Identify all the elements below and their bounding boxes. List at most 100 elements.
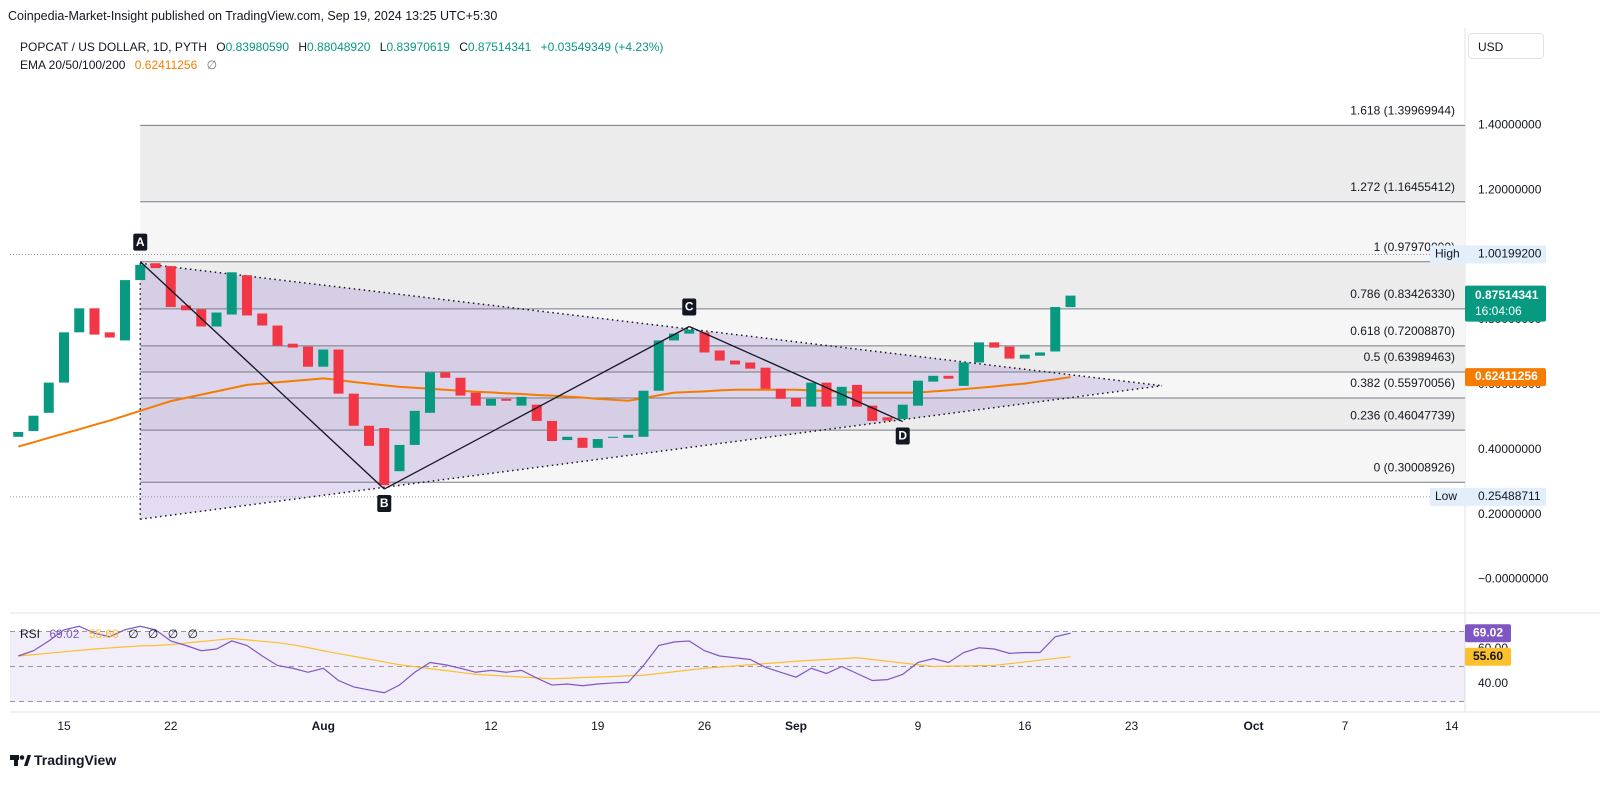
x-tick-label: 7 bbox=[1342, 719, 1349, 733]
pattern-leg bbox=[139, 261, 385, 490]
x-tick-label: 19 bbox=[591, 719, 605, 733]
candle-body bbox=[623, 434, 634, 438]
candle-body bbox=[1004, 346, 1015, 359]
logo bbox=[10, 755, 31, 766]
fib-band bbox=[140, 261, 1465, 309]
readout-key: H bbox=[298, 40, 308, 54]
candle-body bbox=[74, 308, 85, 333]
symbol: POPCAT / US DOLLAR, 1D, PYTH bbox=[20, 40, 207, 54]
pattern-leg bbox=[383, 325, 690, 490]
pattern-label: A bbox=[136, 235, 145, 249]
x-tick-label: 22 bbox=[164, 719, 178, 733]
candle-body bbox=[43, 382, 54, 413]
candle-body bbox=[318, 349, 329, 367]
fib-label: 0.382 (0.55970056) bbox=[1350, 376, 1455, 390]
low-box bbox=[1430, 487, 1546, 506]
x-tick-label: 15 bbox=[57, 719, 71, 733]
fib-band bbox=[140, 430, 1465, 483]
fib-label: 0.5 (0.63989463) bbox=[1364, 350, 1455, 364]
fib-label: 0 (0.30008926) bbox=[1374, 460, 1455, 474]
rsi-band bbox=[10, 631, 1465, 702]
candle-body bbox=[989, 342, 1000, 348]
indicator-extra: ∅ bbox=[187, 627, 198, 641]
x-tick-label: 23 bbox=[1125, 719, 1139, 733]
candle-body bbox=[547, 420, 557, 442]
candle-body bbox=[150, 263, 161, 269]
rsi-legend: RSI 69.02 55.60 ∅ ∅ ∅ ∅ bbox=[20, 627, 204, 641]
fib-label: 1.272 (1.16455412) bbox=[1350, 180, 1455, 194]
y-tick-label: 0.20000000 bbox=[1478, 507, 1542, 521]
main-pane: 1.618 (1.39969944)1.272 (1.16455412)1 (0… bbox=[10, 104, 1465, 520]
candle-body bbox=[897, 404, 908, 419]
pattern-marker bbox=[895, 427, 910, 445]
candle-body bbox=[669, 333, 679, 341]
candle-body bbox=[226, 272, 237, 315]
candle-body bbox=[806, 382, 817, 407]
candle-body bbox=[608, 436, 618, 438]
candle-body bbox=[836, 386, 847, 406]
x-tick-label: 12 bbox=[484, 719, 498, 733]
indicator-value: 0.62411256 bbox=[134, 58, 198, 72]
currency-button[interactable]: USD bbox=[1468, 33, 1544, 59]
candle-body bbox=[699, 332, 710, 353]
fib-label: 0.236 (0.46047739) bbox=[1350, 408, 1455, 422]
candle-body bbox=[89, 308, 100, 335]
candle-body bbox=[653, 340, 664, 391]
high-name: High bbox=[1435, 247, 1460, 261]
indicator-value: 55.60 bbox=[88, 627, 119, 641]
pattern-label: B bbox=[380, 496, 389, 510]
pattern-leg bbox=[688, 325, 904, 423]
candle-body bbox=[165, 266, 176, 308]
pattern-marker bbox=[133, 233, 148, 251]
rsi-pane bbox=[10, 625, 1465, 702]
candle-body bbox=[714, 350, 725, 361]
logo-part bbox=[24, 755, 31, 766]
indicator-extra: ∅ bbox=[147, 627, 159, 641]
candle-body bbox=[242, 275, 252, 316]
candle-body bbox=[562, 436, 573, 441]
fib-label: 0.786 (0.83426330) bbox=[1350, 287, 1455, 301]
candle-body bbox=[684, 329, 695, 334]
indicator-value: 69.02 bbox=[49, 627, 80, 641]
candle-body bbox=[928, 375, 939, 382]
candle-body bbox=[745, 362, 756, 369]
y-tick-label: −0.00000000 bbox=[1478, 572, 1549, 586]
candle-body bbox=[28, 415, 39, 431]
candle-body bbox=[440, 372, 451, 378]
candle-body bbox=[943, 375, 954, 379]
fib-label: 0.618 (0.72008870) bbox=[1350, 324, 1455, 338]
countdown: 16:04:06 bbox=[1475, 304, 1522, 318]
indicator-extra: ∅ bbox=[167, 627, 179, 641]
candle-body bbox=[852, 384, 862, 407]
candle-body bbox=[104, 332, 115, 338]
pattern-label: D bbox=[898, 429, 907, 443]
x-tick-label: 14 bbox=[1445, 719, 1459, 733]
fib-band bbox=[140, 308, 1465, 346]
readout-value: 0.83970619 bbox=[386, 40, 450, 54]
rsi-value: 69.02 bbox=[1473, 625, 1503, 639]
high-value: 1.00199200 bbox=[1478, 247, 1542, 261]
readout-value: 0.88048920 bbox=[307, 40, 371, 54]
candle-body bbox=[501, 398, 512, 401]
candle-body bbox=[486, 398, 496, 406]
candle-body bbox=[303, 346, 313, 367]
fib-band bbox=[140, 201, 1465, 262]
indicator-extra: ∅ bbox=[206, 58, 218, 72]
y-tick-label: 1.40000000 bbox=[1478, 118, 1542, 132]
candle-body bbox=[760, 367, 771, 389]
candle-body bbox=[379, 428, 390, 486]
candle-body bbox=[730, 360, 740, 365]
x-tick-label: 26 bbox=[698, 719, 712, 733]
candle-body bbox=[958, 362, 969, 386]
rsi-value-box bbox=[1465, 624, 1511, 643]
y-tick-label: 1.20000000 bbox=[1478, 182, 1542, 196]
readout-value: 0.83980590 bbox=[225, 40, 290, 54]
candle-body bbox=[257, 313, 268, 326]
candle-body bbox=[882, 417, 893, 421]
indicator-name: EMA 20/50/100/200 bbox=[20, 58, 126, 72]
candle-body bbox=[181, 305, 191, 311]
pattern-label: C bbox=[685, 300, 694, 314]
candle-body bbox=[1035, 352, 1045, 356]
